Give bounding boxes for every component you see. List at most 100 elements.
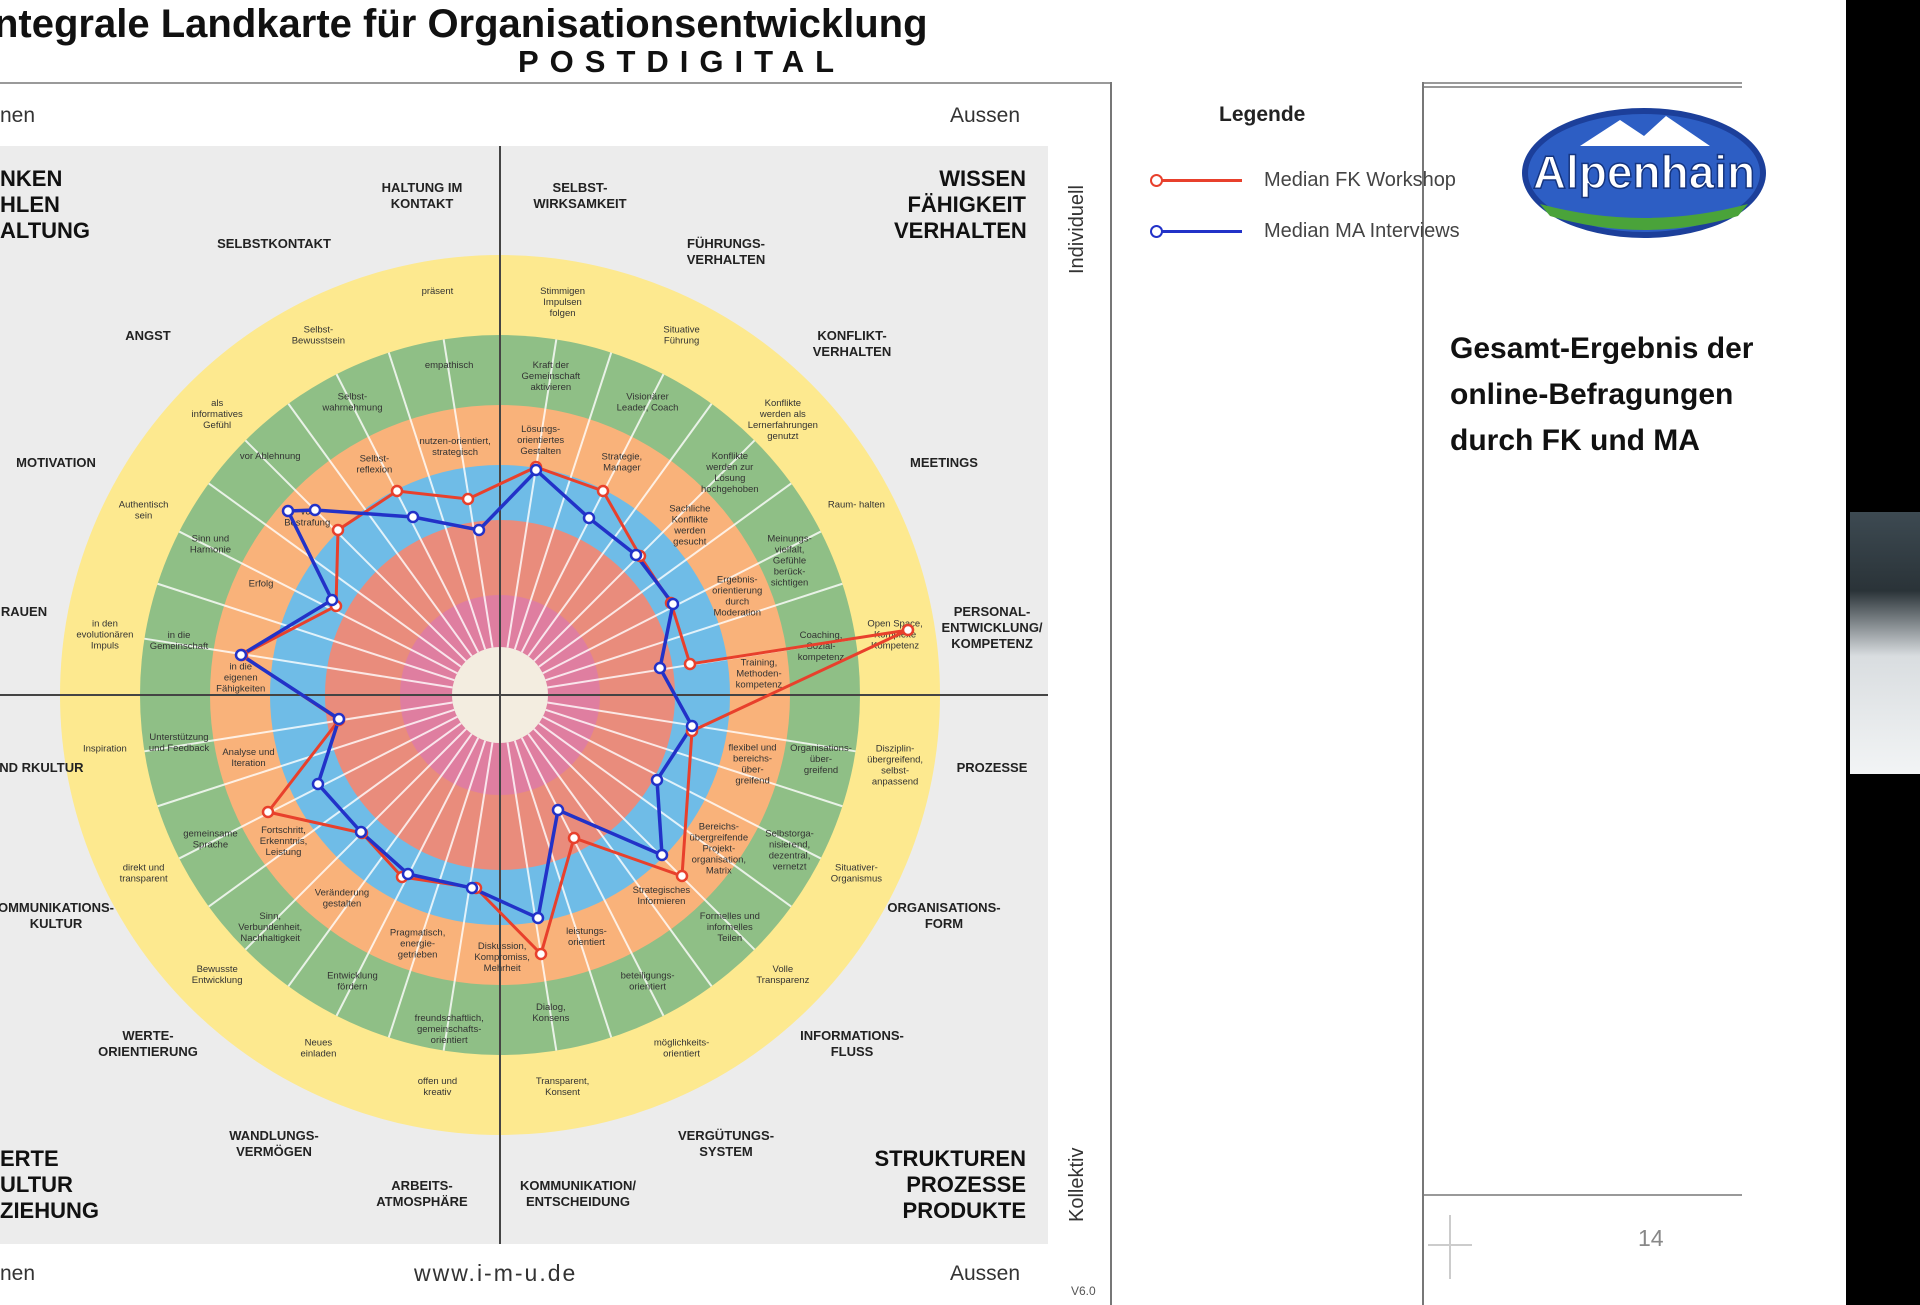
dimension-label: SELBST-WIRKSAMKEIT bbox=[533, 180, 626, 211]
dimension-label: KOMMUNIKATION/ENTSCHEIDUNG bbox=[520, 1178, 636, 1209]
series-point bbox=[401, 867, 415, 881]
series-point bbox=[406, 510, 420, 524]
ring-label: Ergebnis-orientierung durch Moderation bbox=[712, 575, 762, 619]
dimension-label: MEETINGS bbox=[910, 455, 978, 470]
ring-label: Konflikte werden als Lernerfahrungen genutz… bbox=[748, 398, 818, 442]
ring-label: beteiligungs-orientiert bbox=[621, 971, 675, 993]
dimension-label: N- UND RKULTUR bbox=[0, 760, 84, 775]
ring-label: in den evolutionären Impuls bbox=[76, 618, 133, 651]
ring-label: Situative Führung bbox=[663, 325, 699, 347]
ring-label: Strategisches Informieren bbox=[633, 885, 691, 907]
series-point bbox=[465, 881, 479, 895]
series-point bbox=[234, 648, 248, 662]
dimension-label: INFORMATIONS-FLUSS bbox=[800, 1028, 904, 1059]
series-point bbox=[685, 719, 699, 733]
ring-label: Inspiration bbox=[83, 744, 127, 755]
ring-label: Dialog, Konsens bbox=[532, 1002, 569, 1024]
ring-label: Visionärer Leader, Coach bbox=[617, 391, 679, 413]
ring-label: Analyse und Iteration bbox=[222, 747, 274, 769]
website-url: www.i-m-u.de bbox=[414, 1260, 578, 1286]
ring-label: als informatives Gefühl bbox=[192, 398, 243, 431]
ring-label: Disziplin-übergreifend, selbst-anpassend bbox=[867, 744, 923, 788]
ring-label: Selbst-reflexion bbox=[356, 453, 392, 475]
divider bbox=[0, 82, 1742, 84]
ring-label: Meinungs-vielfalt, Gefühle berück-sichtige… bbox=[767, 533, 811, 588]
series-point bbox=[281, 504, 295, 518]
dimension-label: ANGST bbox=[125, 328, 171, 343]
dimension-label: HALTUNG IM KONTAKT bbox=[382, 180, 463, 211]
ring-label: Bereichs-übergreifende Projekt-organisati… bbox=[690, 821, 749, 876]
ring-label: Bewusste Entwicklung bbox=[192, 964, 243, 986]
corner-bottom-right: Aussen bbox=[950, 1262, 1021, 1285]
ring-label: Selbstorga-nisierend, dezentral, vernetzt bbox=[765, 829, 814, 873]
ring-label: direkt und transparent bbox=[120, 863, 168, 885]
ring-label: in die Gemeinschaft bbox=[150, 630, 209, 652]
series-point bbox=[650, 773, 664, 787]
series-point bbox=[596, 484, 610, 498]
slide-subtitle: POSTDIGITAL bbox=[518, 44, 846, 79]
ring-label: leistungs-orientiert bbox=[566, 926, 607, 948]
series-point bbox=[311, 777, 325, 791]
dimension-label: KONFLIKT-VERHALTEN bbox=[813, 328, 891, 359]
crosshair-icon bbox=[1428, 1215, 1472, 1279]
ring-label: Sachliche Konflikte werden gesucht bbox=[669, 503, 710, 547]
version-label: V6.0 bbox=[1071, 1284, 1096, 1298]
ring-label: nutzen-orientiert, strategisch bbox=[419, 436, 490, 458]
series-point bbox=[675, 869, 689, 883]
dimension-label: ARBEITS-ATMOSPHÄRE bbox=[376, 1178, 468, 1209]
series-point bbox=[261, 805, 275, 819]
series-point bbox=[567, 831, 581, 845]
dimension-label: WANDLUNGS-VERMÖGEN bbox=[229, 1128, 319, 1159]
series-point bbox=[534, 947, 548, 961]
series-point bbox=[332, 712, 346, 726]
presentation-slide: ntegrale Landkarte für Organisationsentw… bbox=[0, 0, 1846, 1305]
legend-item-fk: Median FK Workshop bbox=[1150, 165, 1456, 195]
series-point bbox=[354, 825, 368, 839]
ring-label: gemeinsame Sprache bbox=[183, 829, 237, 851]
ring-label: Neues einladen bbox=[300, 1037, 336, 1059]
series-point bbox=[325, 593, 339, 607]
ring-label: Konflikte werden zur Lösung hochgehoben bbox=[701, 451, 759, 495]
ring-label: Unterstützung und Feedback bbox=[149, 732, 209, 754]
ring-label: offen und kreativ bbox=[418, 1076, 457, 1098]
corner-top-right: Aussen bbox=[950, 104, 1021, 127]
ring-label: Pragmatisch, energie-getrieben bbox=[390, 928, 445, 961]
dimension-label: PERSONAL-ENTWICKLUNG/KOMPETENZ bbox=[941, 604, 1042, 651]
axis-label-individuell: Individuell bbox=[1066, 185, 1088, 274]
ring-label: Diskussion, Kompromiss, Mehrheit bbox=[474, 941, 529, 974]
quadrant-bottom-left: ERTE ULTUR ZIEHUNG bbox=[0, 1146, 99, 1223]
legend-title: Legende bbox=[1219, 103, 1306, 126]
alpenhain-logo: Alpenhain bbox=[1522, 108, 1766, 238]
series-point bbox=[461, 492, 475, 506]
axis-label-kollektiv: Kollektiv bbox=[1066, 1147, 1088, 1222]
series-point bbox=[531, 911, 545, 925]
series-median-ma-interviews bbox=[237, 468, 695, 921]
series-point bbox=[331, 523, 345, 537]
dimension-label: PROZESSE bbox=[957, 760, 1028, 775]
panel-divider bbox=[1110, 82, 1112, 1305]
series-point bbox=[683, 657, 697, 671]
ring-label: Entwicklung fördern bbox=[327, 971, 378, 993]
ring-label: Stimmigen Impulsen folgen bbox=[540, 286, 585, 319]
series-point bbox=[629, 548, 643, 562]
ring-label: Selbst-wahrnehmung bbox=[321, 391, 382, 413]
series-point bbox=[472, 523, 486, 537]
ring-label: Sinn und Harmonie bbox=[190, 533, 231, 555]
series-point bbox=[308, 503, 322, 517]
result-heading: Gesamt-Ergebnis der online-Befragungen dur… bbox=[1450, 332, 1754, 457]
dimension-label: VERGÜTUNGS-SYSTEM bbox=[678, 1128, 774, 1159]
quadrant-top-right: WISSEN FÄHIGKEIT VERHALTEN bbox=[894, 166, 1027, 243]
series-point bbox=[390, 484, 404, 498]
ring-label: präsent bbox=[422, 286, 454, 297]
ring-label: vor Ablehnung bbox=[240, 451, 301, 462]
quadrant-top-left: NKEN HLEN ALTUNG bbox=[0, 166, 91, 243]
dimension-label: RAUEN bbox=[1, 604, 47, 619]
ring-label: flexibel und bereichs-über-greifend bbox=[729, 743, 777, 787]
ring-label: Lösungs-orientiertes Gestalten bbox=[517, 424, 564, 457]
ring-label: Authentisch sein bbox=[119, 499, 169, 521]
series-point bbox=[653, 661, 667, 675]
ring-label: möglichkeits-orientiert bbox=[654, 1037, 709, 1059]
ring-label: Veränderung gestalten bbox=[315, 887, 369, 909]
dimension-label: MOTIVATION bbox=[16, 455, 96, 470]
integral-map-chart: Stimmigen Impulsen folgen Situative Führung K… bbox=[0, 146, 1048, 1244]
